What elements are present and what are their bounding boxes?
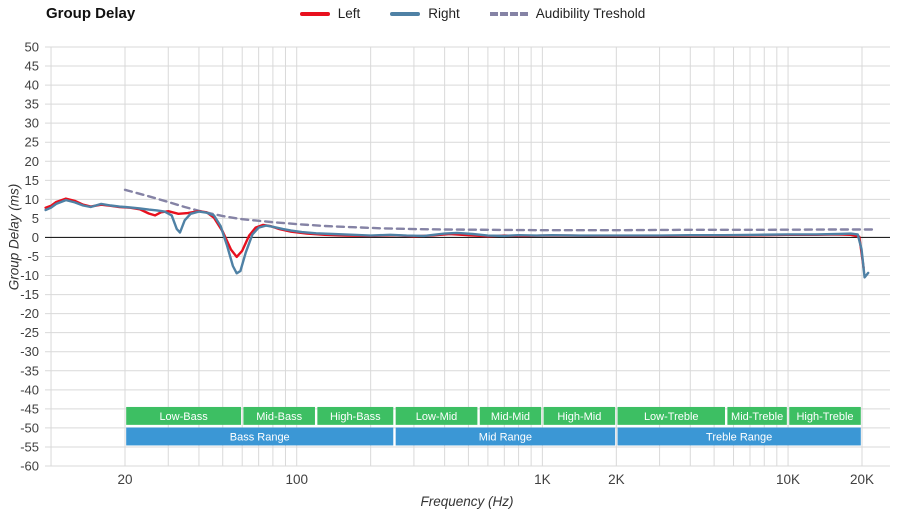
band-low-treble xyxy=(617,406,725,425)
y-tick-label: 45 xyxy=(25,59,39,74)
legend-label-right: Right xyxy=(428,6,460,21)
y-tick-label: 35 xyxy=(25,97,39,112)
y-tick-label: 50 xyxy=(25,40,39,55)
band-high-mid xyxy=(543,406,616,425)
band-label: Treble Range xyxy=(706,431,772,443)
legend-label-audibility-threshold: Audibility Treshold xyxy=(535,6,646,21)
legend-line-left xyxy=(299,11,330,16)
band-high-bass xyxy=(317,406,394,425)
y-tick-label: -20 xyxy=(20,306,39,321)
band-high-treble xyxy=(789,406,861,425)
x-tick-label: 1K xyxy=(534,472,551,487)
y-tick-label: 5 xyxy=(32,211,39,226)
y-tick-label: -50 xyxy=(20,420,39,435)
x-tick-label: 10K xyxy=(776,472,800,487)
band-label: High-Bass xyxy=(330,411,381,423)
band-label: Low-Treble xyxy=(644,411,699,423)
y-tick-label: 40 xyxy=(25,78,39,93)
y-tick-label: 25 xyxy=(25,135,39,150)
chart-title: Group Delay xyxy=(46,5,136,22)
band-label: Mid-Bass xyxy=(256,411,302,423)
x-tick-label: 100 xyxy=(285,472,308,487)
band-label: High-Mid xyxy=(557,411,601,423)
legend-item-right[interactable]: Right xyxy=(390,6,460,21)
legend-item-left[interactable]: Left xyxy=(299,6,361,21)
x-tick-label: 2K xyxy=(608,472,625,487)
y-tick-label: -45 xyxy=(20,401,39,416)
y-tick-label: 10 xyxy=(25,192,39,207)
y-tick-label: -40 xyxy=(20,382,39,397)
band-label: Mid-Treble xyxy=(731,411,783,423)
band-label: Mid-Mid xyxy=(491,411,530,423)
y-tick-label: 30 xyxy=(25,116,39,131)
band-low-bass xyxy=(126,406,242,425)
legend: Left Right Audibility Treshold xyxy=(45,6,900,21)
band-mid-mid xyxy=(479,406,542,425)
band-label: Mid Range xyxy=(479,431,532,443)
band-low-mid xyxy=(395,406,478,425)
legend-line-audibility-threshold xyxy=(489,11,528,16)
band-bass-range xyxy=(126,427,394,446)
y-tick-label: -30 xyxy=(20,344,39,359)
y-tick-label: -60 xyxy=(20,459,39,474)
band-label: Bass Range xyxy=(230,431,290,443)
band-treble-range xyxy=(617,427,861,446)
band-mid-treble xyxy=(727,406,787,425)
x-tick-label: 20K xyxy=(850,472,874,487)
x-axis-title: Frequency (Hz) xyxy=(420,494,514,509)
x-tick-label: 20 xyxy=(117,472,132,487)
band-label: High-Treble xyxy=(796,411,853,423)
series-right xyxy=(44,198,870,279)
band-mid-bass xyxy=(243,406,315,425)
y-tick-label: 15 xyxy=(25,173,39,188)
y-tick-label: -55 xyxy=(20,439,39,454)
band-label: Low-Bass xyxy=(159,411,208,423)
series-audibility-treshold xyxy=(123,188,874,232)
y-tick-label: -35 xyxy=(20,363,39,378)
legend-label-left: Left xyxy=(337,6,361,21)
y-tick-label: 20 xyxy=(25,154,39,169)
y-tick-label: 0 xyxy=(32,230,39,245)
band-mid-range xyxy=(395,427,616,446)
y-tick-label: -15 xyxy=(20,287,39,302)
y-tick-label: -5 xyxy=(27,249,39,264)
legend-item-audibility-threshold[interactable]: Audibility Treshold xyxy=(489,6,646,21)
y-tick-label: -25 xyxy=(20,325,39,340)
y-tick-label: -10 xyxy=(20,268,39,283)
legend-line-right xyxy=(390,11,421,16)
band-label: Low-Mid xyxy=(416,411,458,423)
